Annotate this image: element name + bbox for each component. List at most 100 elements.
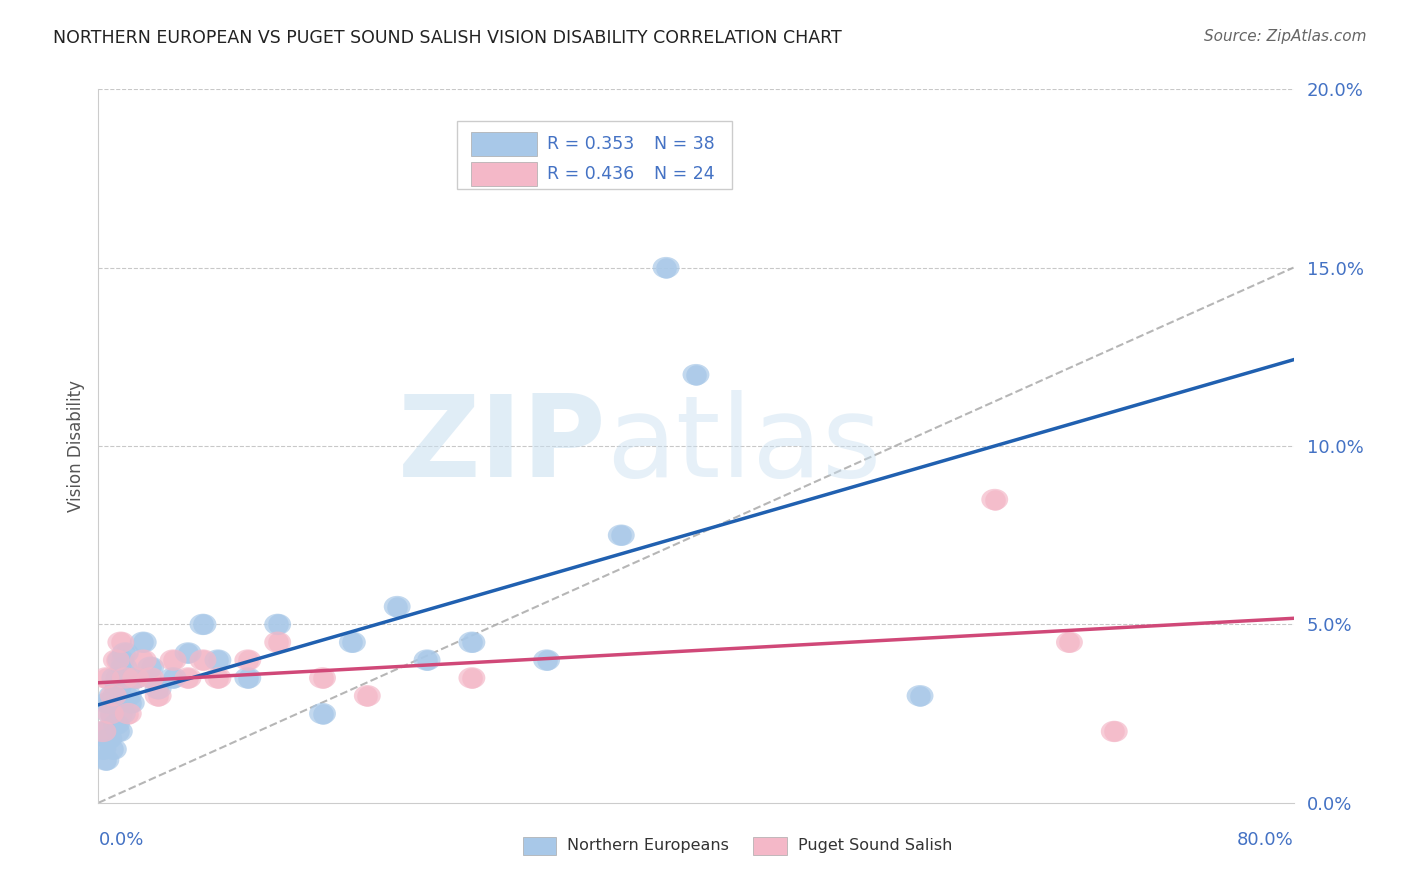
Point [148, 689, 170, 703]
Ellipse shape [682, 364, 710, 385]
Point [236, 671, 259, 685]
Point [311, 706, 333, 721]
Ellipse shape [458, 632, 485, 653]
Ellipse shape [122, 667, 149, 689]
Text: R = 0.353: R = 0.353 [547, 135, 634, 153]
Ellipse shape [190, 614, 217, 635]
Point [1059, 635, 1081, 649]
Point [103, 689, 125, 703]
Point [267, 617, 290, 632]
Ellipse shape [138, 667, 165, 689]
Point [148, 681, 170, 696]
Ellipse shape [115, 685, 142, 706]
Ellipse shape [204, 649, 232, 671]
Ellipse shape [458, 667, 485, 689]
Ellipse shape [1056, 632, 1083, 653]
Ellipse shape [91, 721, 118, 742]
Point [103, 742, 125, 756]
Ellipse shape [97, 703, 124, 724]
Ellipse shape [384, 596, 411, 617]
Text: 80.0%: 80.0% [1237, 831, 1294, 849]
Ellipse shape [100, 685, 127, 706]
Ellipse shape [174, 642, 201, 664]
Text: ZIP: ZIP [398, 391, 606, 501]
Ellipse shape [190, 649, 217, 671]
Ellipse shape [235, 667, 262, 689]
Ellipse shape [93, 749, 120, 771]
Point [908, 689, 931, 703]
Point [117, 706, 139, 721]
Text: R = 0.436: R = 0.436 [547, 165, 634, 183]
Ellipse shape [138, 657, 165, 678]
Point [98, 706, 122, 721]
Point [139, 671, 162, 685]
Ellipse shape [98, 685, 125, 706]
FancyBboxPatch shape [471, 132, 537, 155]
Point [610, 528, 633, 542]
Ellipse shape [112, 642, 139, 664]
Ellipse shape [145, 685, 172, 706]
Point [101, 689, 124, 703]
Ellipse shape [264, 632, 291, 653]
FancyBboxPatch shape [457, 121, 733, 189]
Ellipse shape [533, 649, 560, 671]
Point [162, 653, 184, 667]
Ellipse shape [264, 614, 291, 635]
Ellipse shape [122, 667, 149, 689]
Ellipse shape [107, 632, 135, 653]
Ellipse shape [107, 649, 135, 671]
Point [207, 671, 229, 685]
Point [191, 653, 214, 667]
Point [132, 635, 155, 649]
FancyBboxPatch shape [471, 162, 537, 186]
Point [120, 696, 142, 710]
Ellipse shape [145, 678, 172, 699]
Ellipse shape [129, 632, 156, 653]
Text: atlas: atlas [606, 391, 882, 501]
Point [117, 689, 139, 703]
Ellipse shape [101, 667, 128, 689]
Point [207, 653, 229, 667]
Text: N = 24: N = 24 [654, 165, 714, 183]
Point [98, 706, 122, 721]
Point [110, 635, 132, 649]
FancyBboxPatch shape [523, 837, 557, 855]
Ellipse shape [354, 685, 381, 706]
Ellipse shape [1101, 721, 1128, 742]
Point [125, 671, 148, 685]
Ellipse shape [90, 721, 117, 742]
Y-axis label: Vision Disability: Vision Disability [66, 380, 84, 512]
Ellipse shape [100, 739, 127, 760]
Ellipse shape [103, 649, 129, 671]
Point [107, 681, 129, 696]
Point [385, 599, 409, 614]
Ellipse shape [115, 703, 142, 724]
FancyBboxPatch shape [754, 837, 787, 855]
Point [114, 646, 136, 660]
Point [114, 671, 136, 685]
Point [108, 724, 131, 739]
Point [984, 492, 1007, 507]
Ellipse shape [652, 257, 679, 278]
Ellipse shape [607, 524, 634, 546]
Ellipse shape [309, 703, 336, 724]
Ellipse shape [160, 649, 187, 671]
Ellipse shape [204, 667, 232, 689]
Ellipse shape [309, 667, 336, 689]
Text: N = 38: N = 38 [654, 135, 714, 153]
Point [110, 653, 132, 667]
Point [1104, 724, 1126, 739]
Ellipse shape [93, 667, 120, 689]
Text: Puget Sound Salish: Puget Sound Salish [797, 838, 952, 853]
Point [177, 646, 200, 660]
Point [132, 653, 155, 667]
Ellipse shape [907, 685, 934, 706]
Point [356, 689, 378, 703]
Text: NORTHERN EUROPEAN VS PUGET SOUND SALISH VISION DISABILITY CORRELATION CHART: NORTHERN EUROPEAN VS PUGET SOUND SALISH … [53, 29, 842, 46]
Point [236, 653, 259, 667]
Text: 0.0%: 0.0% [98, 831, 143, 849]
Point [91, 742, 114, 756]
Ellipse shape [105, 721, 132, 742]
Point [105, 717, 128, 731]
Ellipse shape [94, 692, 121, 714]
